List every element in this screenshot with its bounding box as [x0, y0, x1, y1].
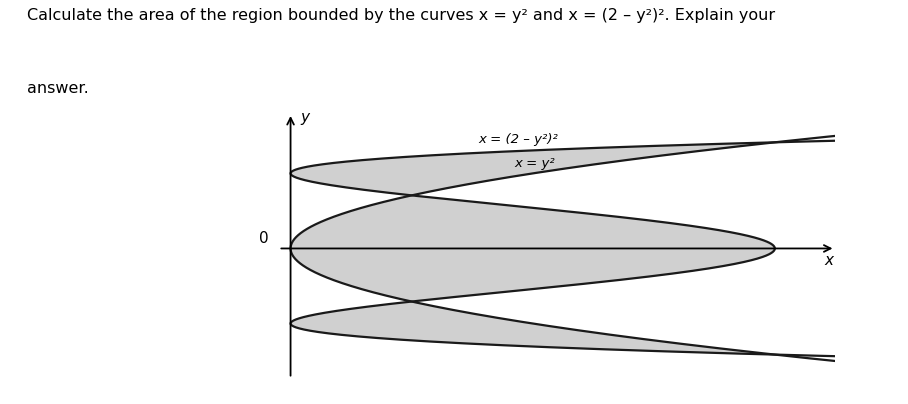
Text: answer.: answer.	[27, 81, 89, 96]
Text: x = y²: x = y²	[515, 157, 556, 170]
Text: y: y	[301, 110, 310, 125]
Text: Calculate the area of the region bounded by the curves x = y² and x = (2 – y²)².: Calculate the area of the region bounded…	[27, 8, 775, 23]
Text: x: x	[824, 252, 834, 267]
Text: 0: 0	[259, 231, 269, 246]
Text: x = (2 – y²)²: x = (2 – y²)²	[479, 133, 558, 146]
